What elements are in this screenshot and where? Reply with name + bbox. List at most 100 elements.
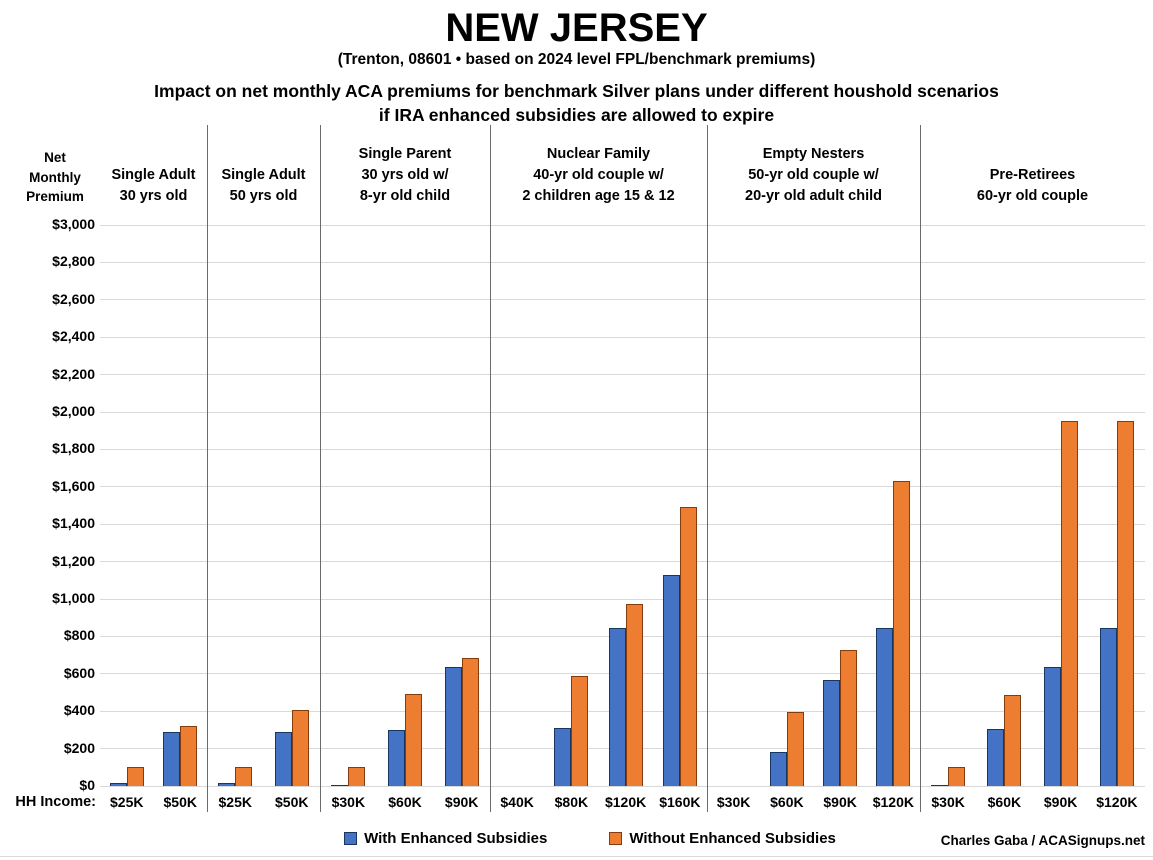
y-axis-tick-label: $0	[79, 777, 95, 793]
bar-without-enhanced-subsidies	[893, 481, 911, 786]
income-tick-label: $90K	[823, 794, 857, 810]
bar-pair	[387, 225, 422, 786]
gridline	[100, 224, 1145, 226]
bar-with-enhanced-subsidies	[274, 731, 292, 786]
income-tick-label: $30K	[331, 794, 366, 810]
bar-pair	[554, 225, 589, 786]
bar-without-enhanced-subsidies	[291, 710, 309, 786]
gridline	[100, 374, 1145, 376]
legend: With Enhanced Subsidies Without Enhanced…	[240, 830, 940, 847]
bar-without-enhanced-subsidies	[948, 767, 966, 786]
scenario-divider	[320, 125, 321, 812]
legend-swatch-without-icon	[609, 832, 623, 845]
legend-swatch-with-icon	[344, 832, 358, 845]
scenario-bars-region	[320, 225, 490, 786]
chart-description-line1: Impact on net monthly ACA premiums for b…	[154, 81, 999, 101]
page-subtitle: (Trenton, 08601 • based on 2024 level FP…	[337, 51, 816, 68]
scenario-divider	[707, 125, 708, 812]
y-axis-tick-label: $200	[63, 739, 95, 756]
income-tick-label: $50K	[163, 794, 197, 810]
gridline	[100, 523, 1145, 525]
scenario-header: Single Adult 50 yrs old	[221, 166, 306, 204]
y-axis-tick-label: $1,600	[52, 477, 95, 494]
bar-with-enhanced-subsidies	[218, 783, 236, 786]
income-tick-label: $120K	[1096, 794, 1138, 810]
bar-with-enhanced-subsidies	[608, 628, 626, 786]
income-tick-label: $25K	[218, 794, 252, 810]
gridline	[100, 448, 1145, 450]
income-tick-label: $60K	[388, 794, 422, 810]
legend-label-with: With Enhanced Subsidies	[364, 830, 548, 847]
bar-without-enhanced-subsidies	[625, 603, 643, 786]
scenario-bars-region	[207, 225, 320, 786]
scenario-header: Single Adult 30 yrs old	[111, 166, 196, 204]
gridline	[100, 261, 1145, 263]
y-axis-tick-label: $600	[63, 664, 95, 681]
bar-without-enhanced-subsidies	[348, 767, 366, 786]
bar-without-enhanced-subsidies	[235, 767, 253, 786]
bar-with-enhanced-subsidies	[444, 667, 462, 786]
bar-with-enhanced-subsidies	[554, 728, 572, 786]
income-label-row: $30K $60K $90K $120K	[920, 794, 1145, 810]
scenario-bars-region	[100, 225, 207, 786]
bar-with-enhanced-subsidies	[987, 728, 1005, 786]
income-tick-label: $50K	[275, 794, 309, 810]
bar-pair	[444, 225, 479, 786]
bar-with-enhanced-subsidies	[662, 574, 680, 786]
title-band: NEW JERSEY (Trenton, 08601 • based on 20…	[0, 8, 1153, 69]
income-tick-label: $60K	[770, 794, 804, 810]
gridline	[100, 561, 1145, 563]
legend-label-without: Without Enhanced Subsidies	[629, 830, 836, 847]
bar-without-enhanced-subsidies	[461, 657, 479, 786]
bar-with-enhanced-subsidies	[1099, 628, 1117, 786]
bar-with-enhanced-subsidies	[931, 785, 949, 786]
gridline	[100, 336, 1145, 338]
bar-pair	[769, 225, 804, 786]
bar-with-enhanced-subsidies	[331, 785, 349, 786]
income-tick-label: $30K	[931, 794, 965, 810]
y-axis-tick-label: $2,400	[52, 328, 95, 345]
scenario-header: Single Parent 30 yrs old w/ 8-yr old chi…	[358, 145, 452, 204]
bar-pair	[931, 225, 966, 786]
legend-item-without-subsidies: Without Enhanced Subsidies	[609, 830, 836, 847]
income-tick-label: $120K	[872, 794, 914, 810]
income-tick-label: $25K	[110, 794, 144, 810]
bar-with-enhanced-subsidies	[769, 752, 787, 786]
bar-pair	[876, 225, 911, 786]
gridline	[100, 598, 1145, 600]
bar-pair	[109, 225, 144, 786]
y-axis-tick-label: $1,200	[52, 552, 95, 569]
scenario-divider	[920, 125, 921, 812]
scenario-header: Empty Nesters 50-yr old couple w/ 20-yr …	[745, 145, 882, 204]
bar-with-enhanced-subsidies	[823, 680, 841, 786]
bar-pair	[662, 225, 697, 786]
x-axis-title: HH Income:	[15, 794, 96, 810]
bar-pair	[163, 225, 198, 786]
bar-without-enhanced-subsidies	[126, 767, 144, 786]
bar-with-enhanced-subsidies	[1043, 667, 1061, 786]
gridline	[100, 785, 1145, 787]
scenario-bars-region	[920, 225, 1145, 786]
y-axis-tick-label: $2,600	[52, 290, 95, 307]
scenario-header: Pre-Retirees 60-yr old couple	[976, 166, 1089, 204]
gridline	[100, 299, 1145, 301]
income-tick-label: $160K	[659, 794, 701, 810]
income-tick-label: $90K	[444, 794, 479, 810]
income-label-row: $30K $60K $90K	[320, 794, 490, 810]
bar-without-enhanced-subsidies	[1116, 421, 1134, 786]
scenario-divider	[490, 125, 491, 812]
bar-pair	[987, 225, 1022, 786]
income-label-row: $25K $50K	[100, 794, 207, 810]
y-axis-tick-label: $800	[63, 627, 95, 644]
gridline	[100, 486, 1145, 488]
bar-pair	[500, 225, 534, 786]
bar-pair	[823, 225, 858, 786]
income-label-row: $25K $50K	[207, 794, 320, 810]
bottom-rule	[0, 856, 1153, 857]
bar-pair	[1099, 225, 1134, 786]
bar-without-enhanced-subsidies	[404, 694, 422, 786]
y-axis-tick-label: $400	[63, 702, 95, 719]
bar-without-enhanced-subsidies	[840, 649, 858, 786]
income-label-row: $30K $60K $90K $120K	[707, 794, 920, 810]
